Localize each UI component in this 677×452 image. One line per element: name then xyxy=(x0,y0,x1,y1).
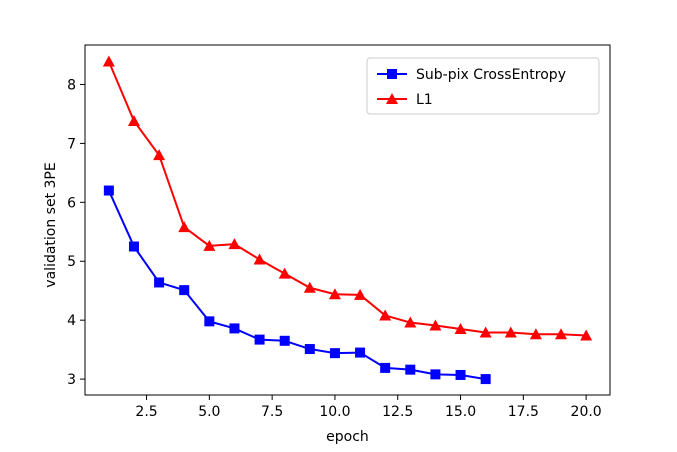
legend-label-l1: L1 xyxy=(416,92,433,108)
data-point xyxy=(405,364,416,375)
data-point xyxy=(380,362,391,373)
data-point xyxy=(154,277,165,288)
y-axis-label: validation set 3PE xyxy=(43,162,59,287)
y-tick-label: 3 xyxy=(67,372,76,388)
x-tick-label: 5.0 xyxy=(198,404,220,420)
data-point xyxy=(580,329,593,341)
y-tick-label: 6 xyxy=(67,195,76,211)
y-tick-label: 4 xyxy=(67,313,76,329)
legend: Sub-pix CrossEntropy L1 xyxy=(366,57,600,115)
y-tick-label: 8 xyxy=(67,77,76,93)
data-point xyxy=(204,316,215,327)
data-point xyxy=(203,239,216,251)
data-point xyxy=(128,241,139,252)
y-axis-ticks: 3 4 5 6 7 8 xyxy=(67,77,85,388)
series-0 xyxy=(103,185,491,385)
data-point xyxy=(328,288,341,300)
data-point xyxy=(379,309,392,321)
data-point xyxy=(228,238,241,250)
x-tick-label: 17.5 xyxy=(508,404,539,420)
data-point xyxy=(102,55,115,67)
data-point xyxy=(153,149,166,161)
x-tick-label: 2.5 xyxy=(135,404,157,420)
series-1 xyxy=(102,55,593,341)
data-point xyxy=(254,334,265,345)
legend-marker-sub-pix xyxy=(387,69,397,79)
data-point xyxy=(329,348,340,359)
data-point xyxy=(404,316,417,328)
data-point xyxy=(504,326,517,338)
series-line xyxy=(107,190,486,381)
legend-box xyxy=(366,57,600,115)
data-point xyxy=(127,115,140,127)
data-point xyxy=(555,328,568,340)
x-axis-ticks: 2.5 5.0 7.5 10.0 12.5 15.0 17.5 20.0 xyxy=(135,395,602,420)
x-tick-label: 7.5 xyxy=(261,404,283,420)
x-tick-label: 12.5 xyxy=(382,404,413,420)
data-point xyxy=(430,369,441,380)
data-point xyxy=(479,326,492,338)
y-tick-label: 5 xyxy=(67,254,76,270)
data-point xyxy=(455,369,466,380)
legend-marker-l1 xyxy=(386,93,398,104)
data-point xyxy=(178,221,191,233)
data-point xyxy=(454,323,467,335)
data-point xyxy=(355,347,366,358)
y-tick-label: 7 xyxy=(67,136,76,152)
data-point xyxy=(278,267,291,279)
data-point xyxy=(103,185,114,196)
data-point xyxy=(354,288,367,300)
data-point xyxy=(429,319,442,331)
data-point xyxy=(529,328,542,340)
data-point xyxy=(303,281,316,293)
x-tick-label: 10.0 xyxy=(319,404,350,420)
data-point xyxy=(480,374,491,385)
legend-label-sub-pix: Sub-pix CrossEntropy xyxy=(416,67,566,83)
series-layer xyxy=(102,55,593,385)
data-point xyxy=(253,253,266,265)
x-tick-label: 15.0 xyxy=(445,404,476,420)
x-axis-label: epoch xyxy=(326,429,369,445)
data-point xyxy=(229,323,240,334)
data-point xyxy=(179,285,190,296)
x-tick-label: 20.0 xyxy=(571,404,602,420)
data-point xyxy=(304,344,315,355)
data-point xyxy=(279,335,290,346)
